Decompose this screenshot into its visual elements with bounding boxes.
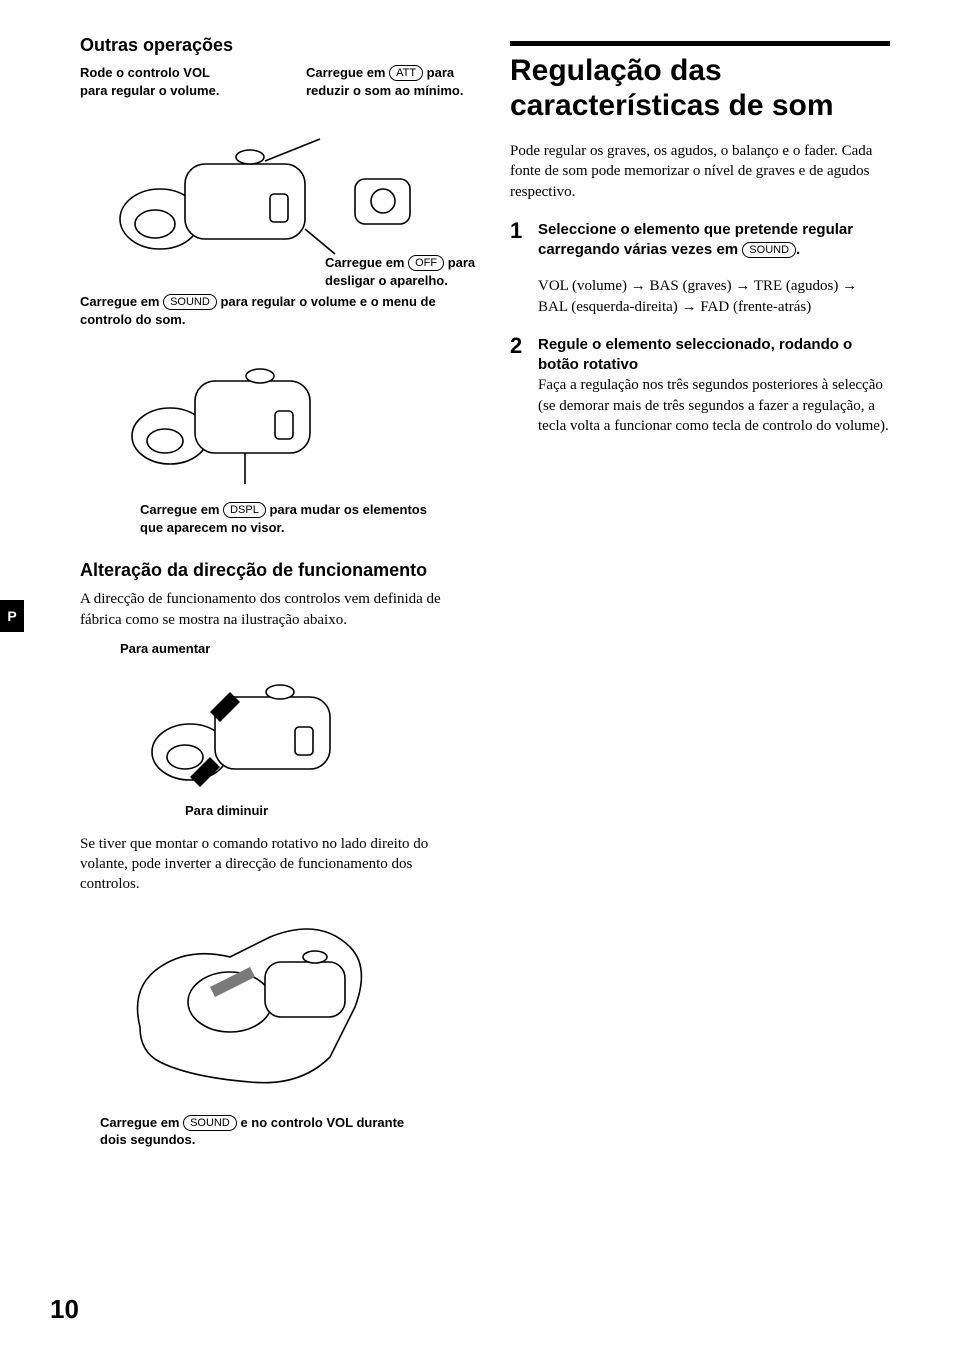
other-operations-heading: Outras operações xyxy=(80,35,470,56)
step-1: 1 Seleccione o elemento que pretende reg… xyxy=(510,220,890,317)
sound-caption: Carregue em SOUND para regular o volume … xyxy=(80,293,470,328)
step-1-bold-text: Seleccione o elemento que pretende regul… xyxy=(538,221,853,258)
dspl-button-label: DSPL xyxy=(223,502,266,518)
remote-diagram-3 xyxy=(120,657,350,797)
off-button-label: OFF xyxy=(408,255,444,271)
arrow-icon: → xyxy=(682,299,697,315)
decrease-label: Para diminuir xyxy=(185,802,470,820)
dspl-caption-pre: Carregue em xyxy=(140,502,223,517)
att-button-label: ATT xyxy=(389,65,423,81)
page-number: 10 xyxy=(50,1294,79,1325)
sound-button-label: SOUND xyxy=(163,294,217,310)
two-column-layout: Outras operações Rode o controlo VOL par… xyxy=(50,35,904,1149)
remote-diagram-4 xyxy=(120,907,380,1097)
step-1-dot: . xyxy=(796,241,800,258)
step-2-instruction: Regule o elemento seleccionado, rodando … xyxy=(538,335,890,376)
step-2-body: Faça a regulação nos três segundos poste… xyxy=(538,375,890,436)
step-2-number: 2 xyxy=(510,335,528,436)
final-caption-pre: Carregue em xyxy=(100,1115,183,1130)
arrow-icon: → xyxy=(631,278,646,294)
step-1-number: 1 xyxy=(510,220,528,317)
section-rule xyxy=(510,41,890,46)
seq-tre: TRE (agudos) xyxy=(750,278,842,294)
arrow-icon: → xyxy=(842,278,857,294)
off-caption: Carregue em OFF para desligar o aparelho… xyxy=(325,254,485,289)
final-caption: Carregue em SOUND e no controlo VOL dura… xyxy=(100,1114,430,1149)
left-column: Outras operações Rode o controlo VOL par… xyxy=(50,35,470,1149)
direction-heading: Alteração da direcção de funcionamento xyxy=(80,560,470,581)
right-column: Regulação das características de som Pod… xyxy=(510,35,890,1149)
arrow-icon: → xyxy=(735,278,750,294)
direction-body-1: A direcção de funcionamento dos controlo… xyxy=(80,589,470,630)
att-caption-pre: Carregue em xyxy=(306,65,389,80)
direction-body-2: Se tiver que montar o comando rotativo n… xyxy=(80,834,470,895)
increase-label: Para aumentar xyxy=(120,640,470,658)
section-title-line2: características de som xyxy=(510,89,834,122)
section-title: Regulação das características de som xyxy=(510,54,890,123)
vol-caption: Rode o controlo VOL para regular o volum… xyxy=(80,64,230,99)
step-2: 2 Regule o elemento seleccionado, rodand… xyxy=(510,335,890,436)
sound-button-label-3: SOUND xyxy=(742,242,796,258)
dspl-caption: Carregue em DSPL para mudar os elementos… xyxy=(140,501,430,536)
off-caption-pre: Carregue em xyxy=(325,255,408,270)
section-title-line1: Regulação das xyxy=(510,54,722,87)
language-tab: P xyxy=(0,600,24,632)
seq-bal: BAL (esquerda-direita) xyxy=(538,299,682,315)
sound-button-label-2: SOUND xyxy=(183,1115,237,1131)
step-1-sequence: VOL (volume) → BAS (graves) → TRE (agudo… xyxy=(538,276,890,317)
seq-fad: FAD (frente-atrás) xyxy=(697,299,812,315)
seq-vol: VOL (volume) xyxy=(538,278,631,294)
sound-caption-pre: Carregue em xyxy=(80,294,163,309)
step-1-instruction: Seleccione o elemento que pretende regul… xyxy=(538,220,890,261)
seq-bas: BAS (graves) xyxy=(646,278,736,294)
att-caption: Carregue em ATT para reduzir o som ao mí… xyxy=(306,64,466,99)
remote-diagram-2 xyxy=(110,336,370,486)
section-intro: Pode regular os graves, os agudos, o bal… xyxy=(510,141,890,202)
